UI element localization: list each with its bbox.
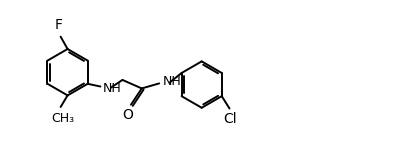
Text: F: F <box>55 18 63 32</box>
Text: O: O <box>123 108 133 122</box>
Text: NH: NH <box>163 75 181 88</box>
Text: Cl: Cl <box>223 112 237 126</box>
Text: NH: NH <box>102 82 121 95</box>
Text: CH₃: CH₃ <box>51 112 74 125</box>
